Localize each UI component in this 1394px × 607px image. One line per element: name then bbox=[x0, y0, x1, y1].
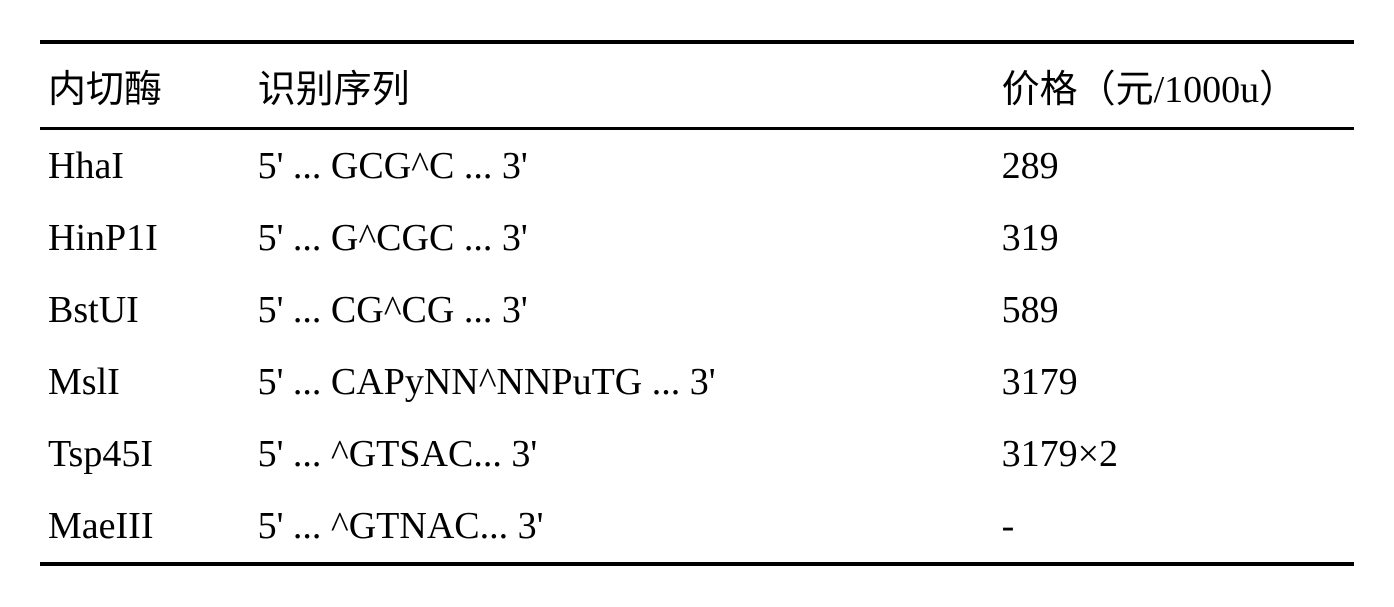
header-price: 价格（元/1000u） bbox=[994, 42, 1354, 129]
cell-enzyme: BstUI bbox=[40, 274, 250, 346]
table-row: HinP1I 5' ... G^CGC ... 3' 319 bbox=[40, 202, 1354, 274]
header-sequence: 识别序列 bbox=[250, 42, 994, 129]
cell-sequence: 5' ... GCG^C ... 3' bbox=[250, 129, 994, 203]
cell-enzyme: MslI bbox=[40, 346, 250, 418]
cell-sequence: 5' ... CG^CG ... 3' bbox=[250, 274, 994, 346]
table-row: HhaI 5' ... GCG^C ... 3' 289 bbox=[40, 129, 1354, 203]
cell-enzyme: MaeIII bbox=[40, 490, 250, 564]
table-row: MslI 5' ... CAPyNN^NNPuTG ... 3' 3179 bbox=[40, 346, 1354, 418]
cell-price: 289 bbox=[994, 129, 1354, 203]
cell-price: - bbox=[994, 490, 1354, 564]
cell-sequence: 5' ... ^GTSAC... 3' bbox=[250, 418, 994, 490]
table-row: MaeIII 5' ... ^GTNAC... 3' - bbox=[40, 490, 1354, 564]
table-row: BstUI 5' ... CG^CG ... 3' 589 bbox=[40, 274, 1354, 346]
cell-enzyme: HhaI bbox=[40, 129, 250, 203]
cell-price: 589 bbox=[994, 274, 1354, 346]
cell-enzyme: HinP1I bbox=[40, 202, 250, 274]
table-row: Tsp45I 5' ... ^GTSAC... 3' 3179×2 bbox=[40, 418, 1354, 490]
cell-sequence: 5' ... G^CGC ... 3' bbox=[250, 202, 994, 274]
cell-sequence: 5' ... CAPyNN^NNPuTG ... 3' bbox=[250, 346, 994, 418]
cell-enzyme: Tsp45I bbox=[40, 418, 250, 490]
enzyme-table: 内切酶 识别序列 价格（元/1000u） HhaI 5' ... GCG^C .… bbox=[40, 40, 1354, 566]
cell-sequence: 5' ... ^GTNAC... 3' bbox=[250, 490, 994, 564]
cell-price: 319 bbox=[994, 202, 1354, 274]
header-row: 内切酶 识别序列 价格（元/1000u） bbox=[40, 42, 1354, 129]
enzyme-table-container: 内切酶 识别序列 价格（元/1000u） HhaI 5' ... GCG^C .… bbox=[40, 40, 1354, 566]
cell-price: 3179×2 bbox=[994, 418, 1354, 490]
header-enzyme: 内切酶 bbox=[40, 42, 250, 129]
cell-price: 3179 bbox=[994, 346, 1354, 418]
